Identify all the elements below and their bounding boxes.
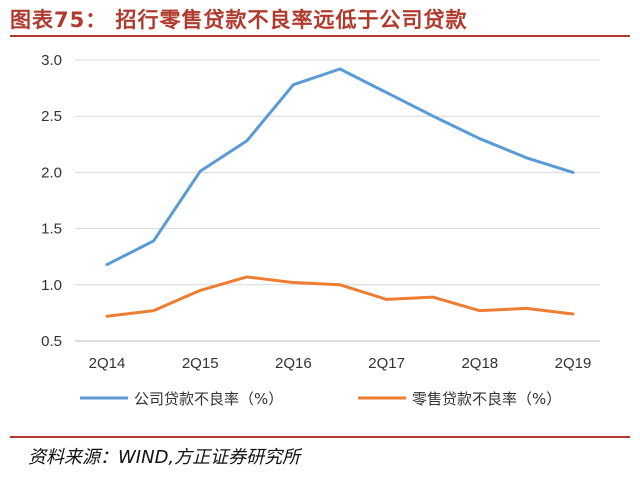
- grid-lines: [75, 59, 600, 286]
- y-tick-label: 1.0: [41, 277, 62, 294]
- axes: 0.5 1.0 1.5 2.0 2.5 3.0 2Q14 2Q15 2Q16 2Q17 2Q18 2Q…: [41, 52, 600, 372]
- x-tick-label: 2Q15: [182, 355, 219, 372]
- y-tick-label: 0.5: [41, 333, 62, 350]
- data-point: [571, 170, 575, 174]
- y-tick-label: 2.5: [41, 108, 62, 125]
- x-tick-label: 2Q17: [368, 355, 405, 372]
- data-point: [291, 281, 295, 285]
- series-line-1: [105, 275, 575, 318]
- data-point: [245, 139, 249, 143]
- data-point: [431, 295, 435, 299]
- data-point: [385, 297, 389, 301]
- x-tick-label: 2Q14: [89, 355, 126, 372]
- data-point: [198, 169, 202, 173]
- data-point: [338, 67, 342, 71]
- data-point: [152, 239, 156, 243]
- data-point: [385, 91, 389, 95]
- data-point: [524, 156, 528, 160]
- legend: 公司贷款不良率（%） 零售贷款不良率（%）: [80, 390, 561, 408]
- data-point: [478, 137, 482, 141]
- data-point: [431, 114, 435, 118]
- data-point: [105, 314, 109, 318]
- data-point: [571, 312, 575, 316]
- y-tick-label: 1.5: [41, 221, 62, 238]
- data-point: [198, 288, 202, 292]
- title-divider: [10, 35, 630, 37]
- source-note: 资料来源：WIND,方正证券研究所: [28, 447, 301, 468]
- source-divider: [10, 436, 630, 438]
- series-lines: [105, 67, 575, 318]
- x-tick-label: 2Q16: [275, 355, 312, 372]
- data-point: [245, 275, 249, 279]
- legend-label: 公司贷款不良率（%）: [134, 390, 283, 408]
- data-point: [478, 309, 482, 313]
- x-tick-label: 2Q19: [555, 355, 592, 372]
- figure-title: 图表75： 招行零售贷款不良率远低于公司贷款: [10, 8, 468, 32]
- line-chart: 0.5 1.0 1.5 2.0 2.5 3.0 2Q14 2Q15 2Q16 2Q17 2Q18 2Q…: [41, 52, 600, 408]
- series-line-0: [105, 67, 575, 267]
- x-tick-label: 2Q18: [461, 355, 498, 372]
- data-point: [338, 283, 342, 287]
- data-point: [152, 309, 156, 313]
- legend-label: 零售贷款不良率（%）: [412, 390, 561, 408]
- data-point: [105, 263, 109, 267]
- y-tick-label: 3.0: [41, 52, 62, 69]
- data-point: [291, 83, 295, 87]
- data-point: [524, 306, 528, 310]
- y-tick-label: 2.0: [41, 164, 62, 181]
